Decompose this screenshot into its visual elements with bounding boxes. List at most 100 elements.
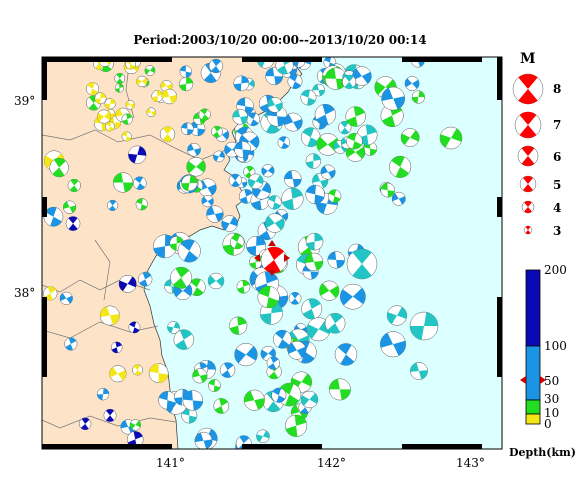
event-beachball: [177, 239, 201, 263]
event-beachball: [114, 83, 125, 93]
event-beachball: [129, 419, 142, 431]
magnitude-label-7: 7: [553, 118, 562, 132]
event-beachball: [284, 170, 302, 188]
depth-tick-100: 100: [544, 339, 567, 353]
event-beachball: [319, 280, 340, 301]
lat-label-38: 38°: [14, 286, 36, 300]
magnitude-legend-beachball: [512, 73, 544, 105]
event-beachball: [49, 157, 69, 178]
event-beachball: [380, 331, 406, 358]
event-beachball: [181, 174, 198, 192]
depth-tick-30: 30: [544, 392, 560, 406]
event-beachball: [386, 305, 408, 326]
event-beachball: [167, 321, 180, 334]
event-beachball: [158, 391, 177, 410]
event-beachball: [118, 274, 137, 293]
event-beachball: [233, 75, 250, 92]
event-beachball: [206, 205, 224, 223]
event-beachball: [229, 234, 245, 250]
event-beachball: [346, 132, 363, 150]
event-beachball: [324, 312, 346, 334]
event-beachball: [271, 387, 287, 403]
event-beachball: [345, 106, 366, 127]
event-beachball: [232, 109, 248, 125]
event-beachball: [208, 379, 221, 392]
magnitude-legend-beachball: [523, 225, 533, 235]
event-beachball: [320, 164, 336, 180]
event-beachball: [213, 150, 225, 163]
event-beachball: [62, 200, 77, 214]
event-beachball: [194, 431, 213, 449]
event-beachball: [304, 252, 324, 272]
event-beachball: [179, 65, 192, 78]
depth-tick-50: 50: [544, 374, 560, 388]
event-beachball: [67, 178, 81, 193]
event-beachball: [192, 368, 208, 384]
event-beachball: [43, 286, 58, 301]
event-beachball: [265, 213, 285, 233]
event-beachball: [109, 365, 127, 383]
magnitude-legend: [512, 73, 544, 235]
event-beachball: [128, 321, 141, 334]
event-beachball: [246, 112, 261, 127]
event-beachball: [208, 58, 224, 74]
event-beachball: [97, 109, 112, 124]
event-beachball: [178, 76, 194, 92]
event-beachball: [221, 215, 238, 232]
event-beachball: [135, 198, 148, 211]
event-beachball: [234, 343, 258, 367]
event-beachball: [273, 329, 292, 349]
event-beachball: [327, 189, 342, 203]
event-beachball: [211, 125, 223, 138]
event-beachball: [148, 363, 169, 383]
event-beachball: [78, 417, 92, 431]
event-beachball: [391, 191, 406, 206]
event-beachball: [110, 341, 123, 354]
event-beachball: [136, 75, 148, 88]
event-beachball: [314, 103, 337, 126]
event-beachball: [121, 113, 133, 125]
event-beachball: [187, 278, 206, 297]
event-beachball: [146, 107, 156, 118]
mainshock-markers: [254, 240, 290, 276]
event-beachball: [334, 343, 358, 366]
event-beachball: [342, 74, 357, 89]
frame-ticks: [42, 57, 502, 449]
event-beachball: [248, 173, 264, 190]
event-beachball: [126, 431, 144, 448]
magnitude-label-4: 4: [553, 201, 562, 215]
event-beachball: [43, 206, 64, 227]
event-beachball: [128, 145, 147, 164]
seismic-events: [43, 57, 463, 449]
lon-label-142: 142°: [317, 456, 346, 470]
event-beachball: [346, 248, 378, 280]
event-beachball: [187, 142, 201, 157]
mainshock-depth-marker-left: [520, 376, 526, 384]
event-beachball: [173, 329, 194, 350]
lon-label-141: 141°: [156, 456, 185, 470]
event-beachball: [380, 182, 396, 198]
event-beachball: [144, 65, 156, 76]
event-beachball: [324, 67, 348, 90]
event-beachball: [305, 232, 324, 251]
event-beachball: [234, 140, 252, 158]
magnitude-legend-title: M: [520, 51, 536, 67]
event-beachball: [207, 272, 225, 290]
event-beachball: [125, 100, 135, 110]
lon-label-143: 143°: [456, 456, 485, 470]
event-beachball: [59, 291, 73, 305]
depth-colorbar: [520, 269, 546, 425]
event-beachball: [287, 73, 303, 89]
event-beachball: [267, 97, 283, 113]
event-beachball: [107, 199, 119, 211]
event-beachball: [267, 195, 282, 210]
event-beachball: [151, 90, 164, 103]
event-beachball: [213, 398, 230, 414]
event-beachball: [400, 128, 420, 147]
mainshock-beachball: [260, 246, 288, 274]
event-beachball: [103, 408, 117, 422]
event-beachball: [411, 90, 425, 104]
event-beachball: [114, 72, 126, 84]
event-beachball: [381, 86, 405, 111]
event-beachball: [94, 92, 107, 105]
